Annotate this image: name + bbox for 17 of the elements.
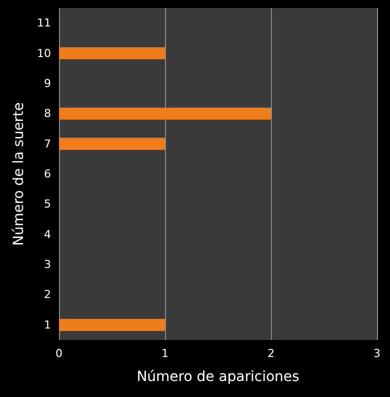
y-tick-label: 10 [37, 46, 51, 60]
x-tick-label: 2 [268, 347, 274, 360]
y-tick-label: 4 [44, 228, 51, 241]
x-tick-label: 3 [374, 347, 380, 360]
y-tick-label: 3 [44, 258, 51, 272]
x-tick-label: 1 [162, 347, 168, 360]
x-tick-label: 0 [56, 347, 62, 360]
y-tick-label: 1 [44, 318, 51, 332]
x-axis-title: Número de apariciones [136, 369, 300, 385]
y-tick-label: 11 [37, 16, 51, 30]
y-tick-label: 2 [44, 288, 51, 302]
y-tick-label: 5 [44, 198, 51, 211]
y-axis-title: Número de la suerte [11, 102, 28, 246]
y-tick-label: 9 [44, 76, 51, 90]
y-tick-label: 8 [44, 107, 51, 120]
y-tick-label: 6 [44, 168, 51, 180]
y-tick-label: 7 [44, 137, 51, 150]
